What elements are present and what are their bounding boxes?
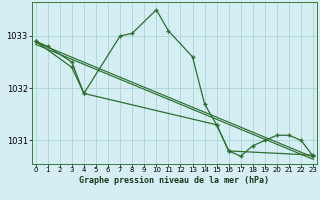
X-axis label: Graphe pression niveau de la mer (hPa): Graphe pression niveau de la mer (hPa) [79, 176, 269, 185]
